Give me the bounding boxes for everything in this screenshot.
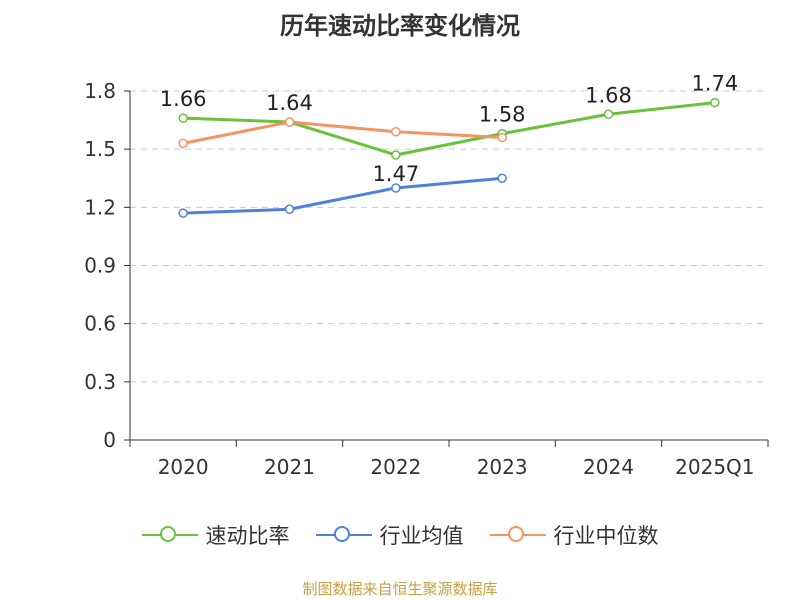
data-point-1 <box>284 204 295 215</box>
data-point-0 <box>391 150 401 160</box>
y-tick-label: 0.9 <box>84 254 116 278</box>
data-label: 1.68 <box>585 83 632 107</box>
x-tick-label: 2021 <box>264 455 315 479</box>
series-line-1 <box>183 176 503 215</box>
legend-marker-industry-median <box>489 525 546 545</box>
data-point-0 <box>710 97 720 108</box>
y-tick-label: 0 <box>103 428 116 452</box>
series-line-0 <box>183 101 715 157</box>
data-label: 1.64 <box>266 91 313 115</box>
y-tick-label: 1.5 <box>84 137 116 161</box>
data-point-2 <box>178 138 188 149</box>
x-tick-label: 2022 <box>370 455 421 479</box>
data-point-2 <box>497 132 507 143</box>
legend-item-quick-ratio[interactable]: 速动比率 <box>141 520 290 550</box>
data-point-0 <box>603 109 614 120</box>
legend-label-quick-ratio: 速动比率 <box>205 524 290 548</box>
series-line-2 <box>182 120 503 145</box>
legend-label-industry-median: 行业中位数 <box>553 524 659 548</box>
data-point-2 <box>391 126 401 137</box>
x-tick-label: 2020 <box>158 455 209 479</box>
chart-legend: 速动比率 行业均值 行业中位数 <box>0 520 800 550</box>
y-tick-label: 1.2 <box>84 195 116 219</box>
data-source-note: 制图数据来自恒生聚源数据库 <box>302 580 498 598</box>
chart-title: 历年速动比率变化情况 <box>280 12 520 40</box>
data-point-0 <box>178 113 188 123</box>
legend-item-industry-mean[interactable]: 行业均值 <box>315 520 464 550</box>
data-label: 1.74 <box>691 72 738 96</box>
y-tick-label: 1.8 <box>84 79 116 103</box>
y-tick-label: 0.6 <box>84 312 116 336</box>
legend-item-industry-median[interactable]: 行业中位数 <box>489 520 659 550</box>
data-label: 1.58 <box>479 103 526 127</box>
data-label: 1.66 <box>160 87 207 111</box>
data-point-1 <box>391 183 401 193</box>
legend-marker-quick-ratio <box>141 525 198 545</box>
x-tick-label: 2023 <box>477 455 528 479</box>
legend-marker-industry-mean <box>315 525 372 545</box>
x-tick-label: 2024 <box>583 455 634 479</box>
data-point-2 <box>284 117 295 127</box>
x-tick-label: 2025Q1 <box>675 455 754 479</box>
data-point-1 <box>178 208 188 218</box>
data-label: 1.47 <box>372 162 419 186</box>
legend-label-industry-mean: 行业均值 <box>379 524 464 548</box>
y-tick-label: 0.3 <box>84 370 116 394</box>
data-point-1 <box>497 173 507 183</box>
